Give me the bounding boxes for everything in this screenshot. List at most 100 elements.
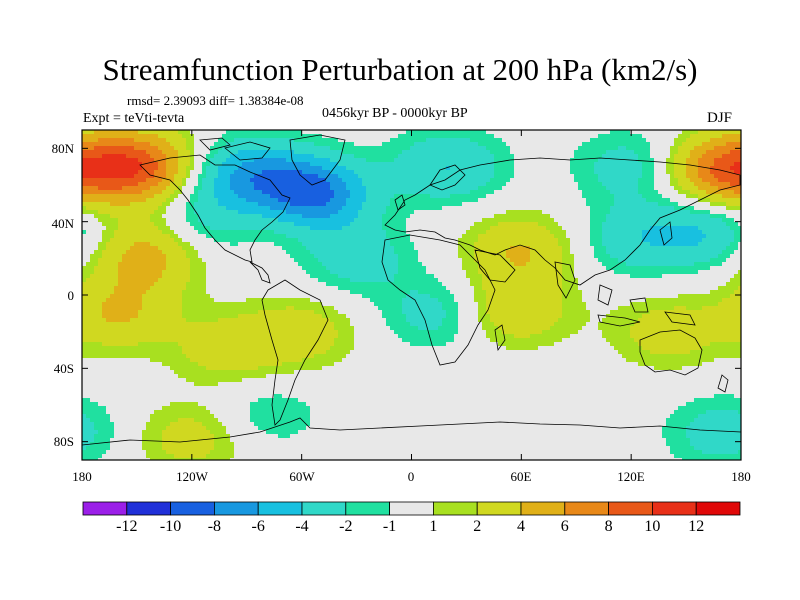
field-cell [282,134,287,139]
field-cell [682,178,687,183]
field-cell [622,234,627,239]
field-cell [370,130,375,135]
field-cell [186,130,191,135]
field-cell [610,130,615,135]
field-cell [138,166,143,171]
field-cell [394,230,399,235]
field-cell [694,162,699,167]
field-cell [274,146,279,151]
field-cell [630,182,635,187]
field-cell [542,242,547,247]
field-cell [470,130,475,135]
field-cell [730,142,735,147]
field-cell [126,194,131,199]
field-cell [202,222,207,227]
field-cell [350,158,355,163]
field-cell [98,178,103,183]
field-cell [626,162,631,167]
field-cell [522,170,527,175]
field-cell [450,222,455,227]
field-cell [642,198,647,203]
field-cell [586,142,591,147]
field-cell [682,174,687,179]
field-cell [290,154,295,159]
field-cell [138,158,143,163]
field-cell [98,162,103,167]
field-cell [698,246,703,251]
field-cell [122,162,127,167]
field-cell [190,158,195,163]
field-cell [490,190,495,195]
field-cell [402,170,407,175]
field-cell [630,142,635,147]
field-cell [482,146,487,151]
field-cell [338,170,343,175]
field-cell [306,230,311,235]
field-cell [614,178,619,183]
field-cell [270,206,275,211]
field-cell [446,134,451,139]
field-cell [166,202,171,207]
field-cell [586,206,591,211]
field-cell [334,134,339,139]
field-cell [154,142,159,147]
field-cell [394,238,399,243]
field-cell [318,190,323,195]
field-cell [686,134,691,139]
field-cell [310,146,315,151]
field-cell [534,226,539,231]
field-cell [90,150,95,155]
field-cell [610,210,615,215]
field-cell [486,166,491,171]
field-cell [270,166,275,171]
field-cell [630,134,635,139]
field-cell [226,158,231,163]
field-cell [658,190,663,195]
field-cell [174,178,179,183]
field-cell [266,234,271,239]
field-cell [138,190,143,195]
field-cell [298,242,303,247]
field-cell [458,186,463,191]
field-cell [462,238,467,243]
field-cell [162,238,167,243]
field-cell [474,210,479,215]
field-cell [410,222,415,227]
field-cell [134,198,139,203]
field-cell [406,142,411,147]
field-cell [394,162,399,167]
field-cell [358,214,363,219]
field-cell [382,226,387,231]
field-cell [594,202,599,207]
field-cell [438,182,443,187]
field-cell [418,210,423,215]
field-cell [266,154,271,159]
field-cell [306,206,311,211]
field-cell [734,138,739,143]
field-cell [438,178,443,183]
field-cell [498,178,503,183]
field-cell [522,142,527,147]
field-cell [462,182,467,187]
field-cell [330,154,335,159]
field-cell [658,162,663,167]
field-cell [242,142,247,147]
field-cell [258,146,263,151]
field-cell [518,178,523,183]
field-cell [646,238,651,243]
field-cell [198,194,203,199]
field-cell [402,142,407,147]
field-cell [434,218,439,223]
field-cell [606,226,611,231]
field-cell [218,226,223,231]
field-cell [262,130,267,135]
field-cell [174,218,179,223]
field-cell [642,130,647,135]
field-cell [718,226,723,231]
field-cell [522,130,527,135]
field-cell [574,194,579,199]
field-cell [346,142,351,147]
field-cell [534,218,539,223]
field-cell [430,166,435,171]
field-cell [274,210,279,215]
